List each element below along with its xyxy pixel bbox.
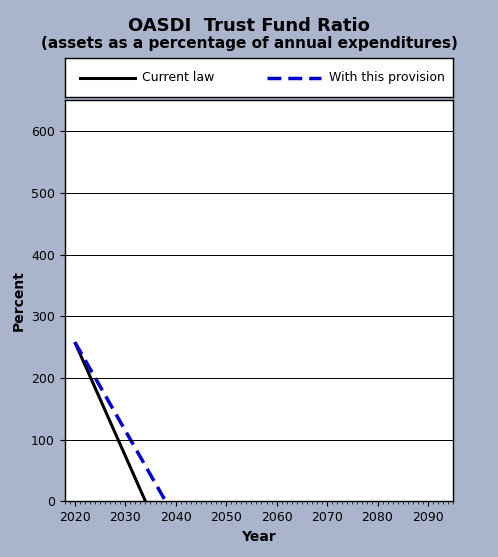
X-axis label: Year: Year: [242, 530, 276, 544]
Y-axis label: Percent: Percent: [11, 270, 25, 331]
Text: With this provision: With this provision: [329, 71, 445, 85]
Text: (assets as a percentage of annual expenditures): (assets as a percentage of annual expend…: [40, 36, 458, 51]
Text: OASDI  Trust Fund Ratio: OASDI Trust Fund Ratio: [128, 17, 370, 35]
Text: Current law: Current law: [142, 71, 215, 85]
